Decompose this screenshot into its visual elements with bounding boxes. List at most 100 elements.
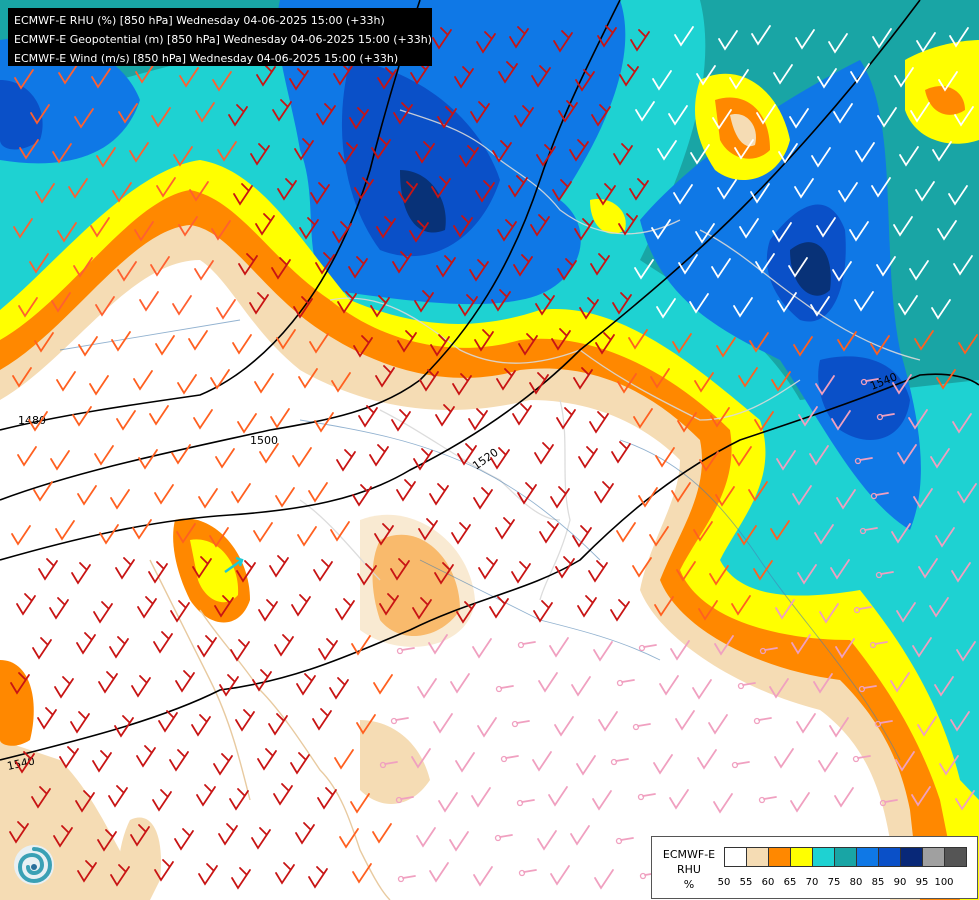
legend-swatch [746,847,769,867]
wind-barb [894,67,914,88]
wind-barb [597,25,617,48]
wind-barb [951,562,971,583]
wind-calm-marker [390,717,398,725]
wind-barb [593,641,613,662]
wind-barb [308,482,328,503]
wind-barb [196,784,216,807]
wind-calm-marker [758,796,766,804]
wind-barb [753,560,773,581]
wind-barb [884,799,898,803]
wind-barb [689,293,709,314]
legend-title-line: ECMWF-E [662,848,716,861]
wind-barb [750,183,770,204]
wind-barb [652,70,672,91]
wind-barb [737,525,757,546]
wind-barb [469,259,489,282]
wind-barb [656,298,676,319]
wind-calm-marker [879,799,887,807]
wind-barb [31,786,51,809]
wind-barb [673,184,693,205]
wind-barb [392,251,412,274]
wind-barb [777,292,797,313]
wind-barb [521,799,535,803]
wind-calm-marker [874,720,882,728]
wind-barb [748,481,768,502]
wind-barb [402,875,416,879]
wind-barb [550,486,570,509]
wind-barb [908,409,928,430]
wind-barb [93,601,113,624]
wind-barb [953,255,973,276]
wind-barb [335,598,355,621]
wind-barb [189,181,209,202]
wind-barb [384,761,398,765]
wind-barb [129,142,149,163]
wind-barb [837,331,857,352]
wind-barb [90,217,110,238]
wind-barb [198,488,218,509]
wind-barb [535,293,555,316]
wind-barb [451,522,471,545]
wind-barb [35,183,55,204]
wind-barb [11,525,31,546]
wind-barb [795,29,815,50]
wind-barb [177,374,197,395]
wind-barb [831,410,851,431]
wind-barb [591,104,611,127]
wind-barb [939,755,959,776]
contour-label: 1540 [6,754,36,773]
wind-barb [294,138,314,161]
wind-barb [772,222,792,243]
wind-barb [690,144,710,165]
wind-calm-marker [731,761,739,769]
legend-title: ECMWF-E RHU % [656,847,722,892]
wind-barb [615,758,629,762]
wind-barb [513,254,533,277]
wind-barb [818,752,838,773]
wind-barb [669,789,689,810]
wind-barb [369,444,389,467]
wind-barb [929,597,949,618]
legend-tick-label: 70 [805,877,819,888]
wind-barb [291,594,311,617]
wind-barb [830,559,850,580]
wind-barb [312,708,332,731]
wind-barb [696,65,716,86]
wind-barb [890,672,910,693]
wind-barb [913,488,933,509]
wind-barb [377,67,397,90]
wind-barb [710,407,730,428]
wind-barb [490,447,510,470]
wind-barb [95,296,115,317]
wind-barb [891,523,911,544]
wind-barb [99,524,119,545]
wind-barb [156,177,176,198]
wind-barb [371,137,391,160]
wind-barb [553,30,573,53]
wind-barb [330,521,350,542]
wind-barb [375,365,395,388]
wind-barb [149,405,169,426]
wind-calm-marker [737,682,745,690]
wind-barb [133,370,153,391]
wind-barb [118,103,138,124]
wind-barb [76,632,96,655]
wind-barb [332,221,352,244]
wind-barb [877,107,897,128]
wind-barb [909,260,929,281]
wind-barb [695,223,715,244]
wind-barb [349,107,369,130]
wind-barb [538,672,558,693]
wind-barb [53,825,73,848]
wind-barb [454,66,474,89]
wind-barb [569,139,589,162]
wind-barb [433,713,453,734]
wind-barb [430,334,450,357]
wind-barb [18,297,38,318]
wind-barb [879,720,893,724]
wind-barb [251,827,271,850]
wind-barb [110,864,130,887]
legend-swatch [856,847,879,867]
wind-barb [228,104,248,127]
